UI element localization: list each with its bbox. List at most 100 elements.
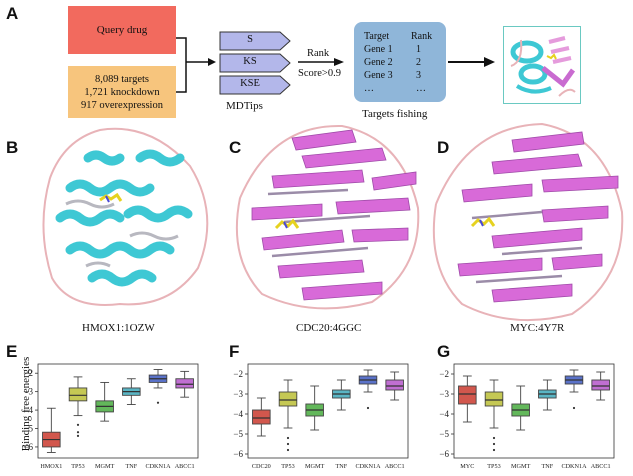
boxplot-f: −6 −5 −4 −3 −2 CDC20 TP53 MGMT TNF CDKN1A ABCC1 <box>233 363 409 470</box>
box-cdc20 <box>252 409 271 425</box>
y-tick-label: −4 <box>233 409 243 419</box>
outlier-point <box>572 406 576 410</box>
outlier-point <box>286 442 290 446</box>
y-tick-label: −6 <box>23 442 33 452</box>
x-tick-label: MYC <box>460 463 474 470</box>
outlier-point <box>492 442 496 446</box>
outlier-point <box>492 448 496 452</box>
targets-fishing-label: Targets fishing <box>362 108 428 120</box>
x-tick-label: MGMT <box>511 463 530 470</box>
targets-table: Target Rank Gene 1 1 Gene 2 2 Gene 3 3 …… <box>354 22 446 102</box>
x-tick-label: TNF <box>125 463 137 470</box>
targets-count: 8,089 targets <box>94 73 150 85</box>
query-drug-label: Query drug <box>96 23 148 36</box>
panel-label-e: E <box>6 342 18 361</box>
table-header-rank: Rank <box>411 31 433 42</box>
outlier-point <box>76 434 80 437</box>
mdtips-modes <box>219 31 291 95</box>
x-tick-label: MGMT <box>305 463 324 470</box>
x-tick-label: CDKN1A <box>355 463 381 470</box>
box-abcc1 <box>591 379 610 391</box>
table-row-gene: Gene 2 <box>364 57 393 68</box>
panel-label-g: G <box>437 342 451 361</box>
box-tp53 <box>68 387 88 402</box>
outlier-point <box>366 406 370 410</box>
outlier-point <box>76 431 80 434</box>
box-tp53 <box>278 391 298 407</box>
y-tick-label: −2 <box>23 368 33 378</box>
target-library-box: 8,089 targets 1,721 knockdown 917 overex… <box>68 66 176 118</box>
score-threshold-label: Score>0.9 <box>298 68 341 79</box>
plot-frame <box>247 363 409 459</box>
boxplot-g: −6 −5 −4 −3 −2 MYC TP53 MGMT TNF CDKN1A ABCC1 <box>439 363 615 470</box>
mode-ks-shape <box>219 53 291 73</box>
box-tp53 <box>484 391 504 407</box>
structure-myc <box>432 122 624 322</box>
y-tick-label: −4 <box>23 405 33 415</box>
x-tick-label: TP53 <box>281 463 294 470</box>
structure-hmox1 <box>42 127 209 306</box>
y-tick-label: −3 <box>233 389 243 399</box>
panel-label-d: D <box>437 138 450 157</box>
structure-caption-myc: MYC:4Y7R <box>510 322 565 334</box>
outlier-point <box>156 401 160 404</box>
table-header-target: Target <box>364 31 390 42</box>
x-tick-label: ABCC1 <box>175 463 195 470</box>
x-tick-label: HMOX1 <box>40 463 62 470</box>
overexpression-count: 917 overexpression <box>81 99 163 111</box>
y-tick-label: −6 <box>233 449 243 459</box>
structure-cdc20 <box>235 124 420 310</box>
table-row-gene: … <box>364 83 374 94</box>
y-tick-label: −5 <box>439 429 449 439</box>
panel-label-a: A <box>6 4 19 23</box>
plot-frame <box>453 363 615 459</box>
table-row-rank: … <box>416 83 426 94</box>
table-row-gene: Gene 1 <box>364 44 393 55</box>
complex-thumbnail <box>503 26 581 104</box>
plot-frame <box>37 363 199 459</box>
mdtips-label: MDTips <box>226 100 263 112</box>
panel-label-b: B <box>6 138 19 157</box>
mode-s-label: S <box>247 34 253 45</box>
x-tick-label: TP53 <box>487 463 500 470</box>
mode-ks-label: KS <box>243 56 257 67</box>
knockdown-count: 1,721 knockdown <box>84 86 160 98</box>
table-row-gene: Gene 3 <box>364 70 393 81</box>
x-tick-label: TNF <box>335 463 347 470</box>
y-tick-label: −2 <box>439 369 449 379</box>
mode-kse-label: KSE <box>240 78 260 89</box>
box-myc <box>458 385 477 405</box>
box-abcc1 <box>175 378 194 389</box>
x-tick-label: TP53 <box>71 463 84 470</box>
table-row-rank: 2 <box>416 57 421 68</box>
y-tick-label: −5 <box>233 429 243 439</box>
x-tick-label: CDKN1A <box>145 463 171 470</box>
y-tick-label: −3 <box>23 387 33 397</box>
panel-label-f: F <box>229 342 240 361</box>
outlier-point <box>286 448 290 452</box>
x-tick-label: ABCC1 <box>591 463 611 470</box>
rank-label: Rank <box>307 48 330 59</box>
mode-s-shape <box>219 31 291 51</box>
y-tick-label: −3 <box>439 389 449 399</box>
y-tick-label: −6 <box>439 449 449 459</box>
table-row-rank: 1 <box>416 44 421 55</box>
y-tick-label: −5 <box>23 424 33 434</box>
outlier-point <box>492 436 496 440</box>
outlier-point <box>76 423 80 426</box>
boxplot-e: −6 −5 −4 −3 −2 HMOX1 TP53 MGMT TNF CDKN1A ABCC1 <box>23 363 199 470</box>
x-tick-label: ABCC1 <box>385 463 405 470</box>
structure-caption-cdc20: CDC20:4GGC <box>296 322 362 334</box>
x-tick-label: TNF <box>541 463 553 470</box>
x-tick-label: CDC20 <box>252 463 271 470</box>
x-tick-label: CDKN1A <box>561 463 587 470</box>
structure-caption-hmox1: HMOX1:1OZW <box>82 322 155 334</box>
y-tick-label: −2 <box>233 369 243 379</box>
outlier-point <box>286 436 290 440</box>
table-row-rank: 3 <box>416 70 421 81</box>
mode-kse-shape <box>219 75 291 95</box>
y-tick-label: −4 <box>439 409 449 419</box>
x-tick-label: MGMT <box>95 463 114 470</box>
query-drug-box: Query drug <box>68 6 176 54</box>
